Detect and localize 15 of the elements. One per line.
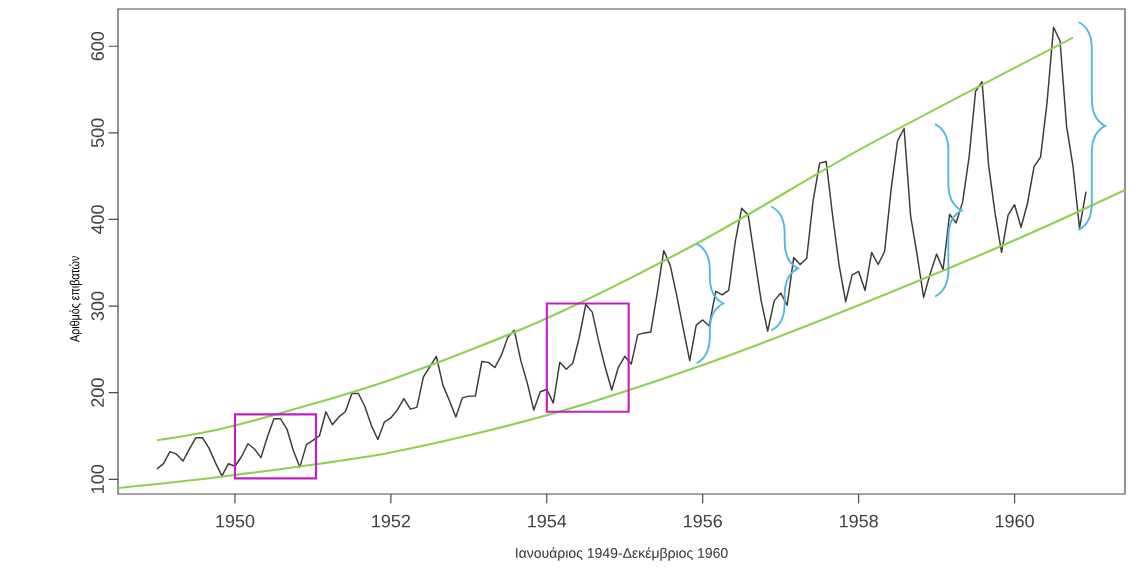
y-tick-label: 400	[91, 205, 104, 235]
x-tick-label: 1950	[216, 514, 255, 528]
y-tick-label: 500	[91, 118, 104, 148]
x-tick-label: 1952	[372, 514, 410, 528]
x-axis-title: Ιανουάριος 1949-Δεκέμβριος 1960	[516, 547, 728, 561]
x-tick-label: 1954	[528, 514, 567, 528]
y-axis-title: Αριθμός επιβατών	[69, 256, 83, 342]
line-series	[116, 188, 1127, 490]
x-tick-label: 1960	[995, 514, 1034, 528]
y-tick-label: 200	[91, 378, 104, 407]
y-tick-label: 600	[91, 31, 104, 61]
x-tick-label: 1956	[684, 514, 722, 528]
x-tick-label: 1958	[840, 514, 878, 528]
y-tick-label: 100	[91, 464, 104, 493]
y-tick-label: 300	[91, 291, 104, 321]
